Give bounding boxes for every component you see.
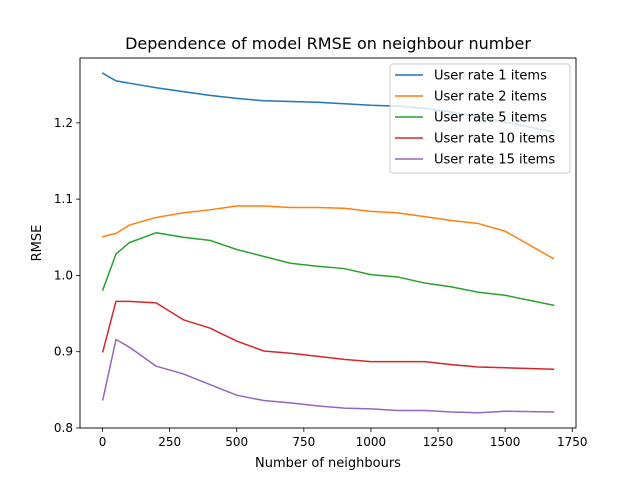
x-tick-label: 250 [158,435,181,449]
series-line-2 [101,205,555,260]
chart-title: Dependence of model RMSE on neighbour nu… [125,34,531,53]
x-tick-label: 1750 [557,435,588,449]
plot-frame [79,57,577,429]
series-line-5 [101,338,555,414]
y-tick-label: 1.0 [54,268,73,282]
legend-label-1: User rate 1 items [434,69,547,84]
y-tick-label: 1.2 [54,116,73,130]
x-tick-label: 1250 [423,435,454,449]
legend-box [389,63,571,174]
legend: User rate 1 items User rate 2 items User r… [389,63,571,174]
x-tick-label: 1500 [490,435,521,449]
legend-label-4: User rate 10 items [434,132,555,147]
y-tick-label: 0.9 [54,345,73,359]
legend-label-3: User rate 5 items [434,111,547,126]
y-axis: 0.8 0.9 1.0 1.1 1.2 [54,116,80,435]
x-tick-label: 1000 [356,435,387,449]
x-axis: 0 250 500 750 1000 1250 1500 1750 [99,428,588,449]
x-tick-label: 500 [225,435,248,449]
series-line-4 [101,300,555,371]
x-axis-label: Number of neighbours [255,456,401,471]
y-tick-label: 1.1 [54,192,73,206]
x-tick-label: 750 [292,435,315,449]
series-layer [101,72,555,414]
series-line-3 [101,231,555,307]
y-axis-label: RMSE [30,225,45,262]
x-tick-label: 0 [99,435,107,449]
y-tick-label: 0.8 [54,421,73,435]
legend-label-5: User rate 15 items [434,153,555,168]
legend-label-2: User rate 2 items [434,90,547,105]
